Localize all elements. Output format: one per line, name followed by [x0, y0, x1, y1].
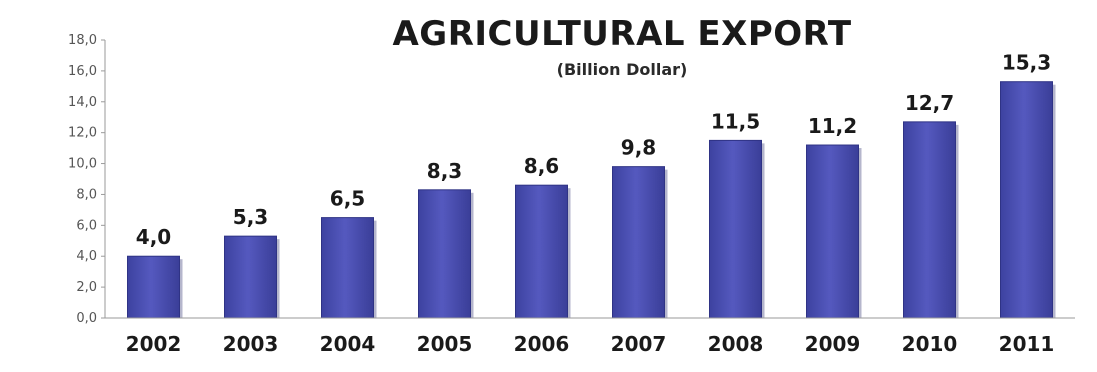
- data-label: 5,3: [233, 205, 268, 229]
- y-tick-label: 12,0: [68, 126, 97, 141]
- y-tick-label: 6,0: [76, 218, 97, 233]
- x-tick-label: 2007: [611, 332, 667, 356]
- bar-2006: [515, 184, 568, 319]
- data-label: 9,8: [621, 136, 656, 160]
- x-tick-label: 2004: [320, 332, 376, 356]
- bar-2010: [903, 121, 956, 319]
- chart-subtitle: (Billion Dollar): [557, 60, 688, 79]
- bar-2011: [1000, 81, 1053, 319]
- data-label: 4,0: [136, 225, 171, 249]
- bar-2009: [806, 144, 859, 319]
- y-tick-label: 16,0: [68, 64, 97, 79]
- data-label: 12,7: [905, 91, 954, 115]
- bar-2007: [612, 166, 665, 319]
- y-tick-label: 4,0: [76, 249, 97, 264]
- x-tick-label: 2002: [126, 332, 182, 356]
- y-tick-label: 2,0: [76, 280, 97, 295]
- data-label: 11,2: [808, 114, 857, 138]
- y-tick-label: 0,0: [76, 311, 97, 326]
- y-axis: 0,0 2,0 4,0 6,0 8,0 10,0 12,0 14,0 16,0 18,0: [68, 33, 106, 326]
- bars: 4,0 5,3 6,5 8,3 8,6 9,8 11,5 11,2 12,7 15,3: [127, 51, 1056, 319]
- data-label: 6,5: [330, 187, 365, 211]
- chart-title: AGRICULTURAL EXPORT: [392, 14, 851, 54]
- x-tick-label: 2010: [902, 332, 958, 356]
- bar-2002: [127, 255, 180, 319]
- x-tick-label: 2009: [805, 332, 861, 356]
- x-tick-label: 2003: [223, 332, 279, 356]
- x-tick-label: 2008: [708, 332, 764, 356]
- x-axis: 2002 2003 2004 2005 2006 2007 2008 2009 2010 2011: [105, 317, 1075, 356]
- y-tick-label: 14,0: [68, 95, 97, 110]
- data-label: 11,5: [711, 109, 760, 133]
- bar-2008: [709, 139, 762, 319]
- y-tick-label: 18,0: [68, 33, 97, 48]
- data-label: 8,6: [524, 154, 559, 178]
- bar-2005: [418, 189, 471, 319]
- x-tick-label: 2006: [514, 332, 570, 356]
- data-label: 8,3: [427, 159, 462, 183]
- bar-2004: [321, 217, 374, 319]
- y-tick-label: 10,0: [68, 157, 97, 172]
- bar-2003: [224, 235, 277, 319]
- data-label: 15,3: [1002, 51, 1051, 75]
- y-tick-label: 8,0: [76, 187, 97, 202]
- x-tick-label: 2011: [999, 332, 1055, 356]
- x-tick-label: 2005: [417, 332, 473, 356]
